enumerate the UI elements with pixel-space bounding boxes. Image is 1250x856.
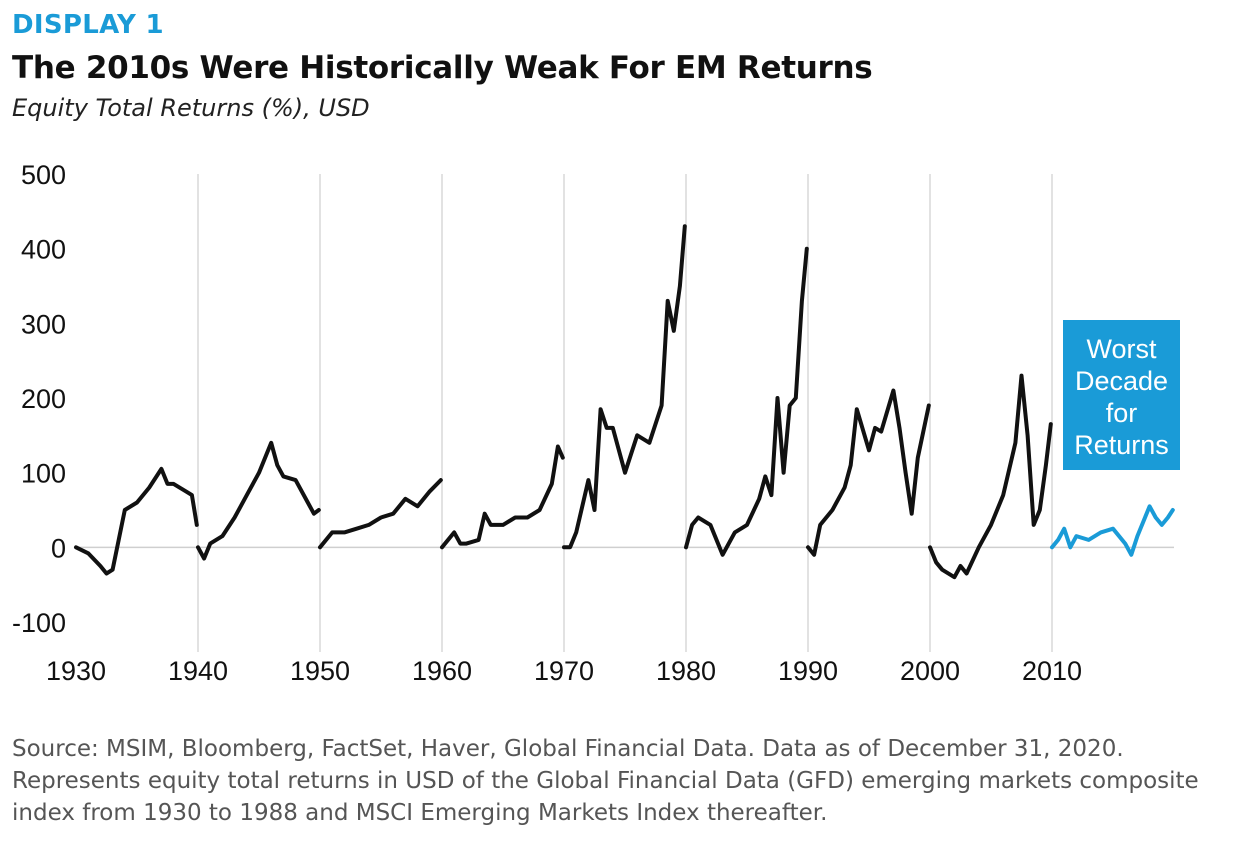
y-tick-label: 200 [21, 384, 66, 414]
y-tick-label: 300 [21, 309, 66, 339]
y-tick-label: -100 [12, 608, 66, 638]
series-line-1960s [440, 444, 565, 550]
x-tick-label: 1940 [168, 656, 228, 686]
chart-title: The 2010s Were Historically Weak For EM … [12, 50, 873, 86]
callout-line-4: Returns [1074, 430, 1169, 460]
x-tick-label: 1970 [534, 656, 594, 686]
series-line-2010s [1050, 504, 1175, 557]
x-tick-label: 1960 [412, 656, 472, 686]
callout-line-1: Worst [1086, 334, 1157, 364]
series-line-1990s [806, 388, 931, 557]
series-line-2000s [928, 373, 1053, 580]
callout-line-3: for [1106, 398, 1138, 428]
series-line-1980s [684, 246, 809, 557]
y-tick-label: 500 [21, 160, 66, 190]
x-tick-label: 2000 [900, 656, 960, 686]
decade-series [74, 224, 1175, 580]
source-note: Source: MSIM, Bloomberg, FactSet, Haver,… [12, 736, 1199, 826]
series-line-1940s [196, 440, 321, 561]
x-tick-label: 1930 [46, 656, 106, 686]
display-label: DISPLAY 1 [12, 10, 164, 40]
x-tick-label: 1950 [290, 656, 350, 686]
series-line-1970s [562, 224, 687, 550]
x-tick-label: 1980 [656, 656, 716, 686]
y-tick-label: 100 [21, 459, 66, 489]
y-tick-label: 400 [21, 235, 66, 265]
line-chart: 500 400 300 200 100 0 -100 1930 1940 1950 1960 197… [12, 160, 1180, 686]
callout-line-2: Decade [1075, 366, 1168, 396]
callout-box [1063, 320, 1180, 470]
y-axis-ticks: 500 400 300 200 100 0 -100 [12, 160, 66, 638]
series-line-1950s [318, 478, 443, 550]
x-axis-ticks: 1930 1940 1950 1960 1970 1980 1990 2000 2010 [46, 656, 1082, 686]
chart-subtitle: Equity Total Returns (%), USD [12, 94, 370, 122]
series-line-1930s [74, 466, 199, 576]
worst-decade-callout: Worst Decade for Returns [1063, 320, 1180, 470]
x-tick-label: 2010 [1022, 656, 1082, 686]
y-tick-label: 0 [51, 533, 66, 563]
x-tick-label: 1990 [778, 656, 838, 686]
vertical-gridlines [197, 174, 1053, 652]
